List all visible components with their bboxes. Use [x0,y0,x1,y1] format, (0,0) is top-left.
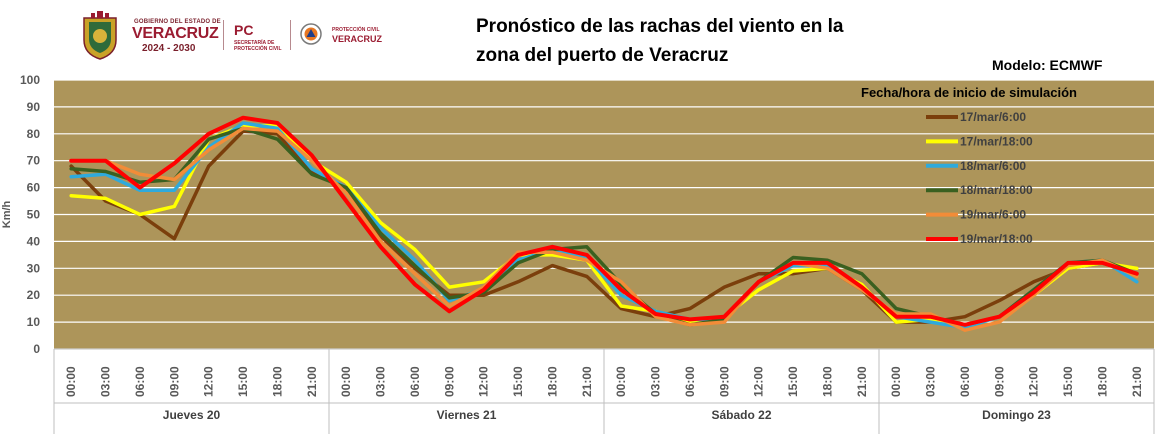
x-tick-label: 15:00 [1061,366,1075,397]
y-tick-label: 60 [27,181,41,195]
logo-divider [290,20,291,50]
y-tick-label: 20 [27,288,41,302]
x-tick-label: 21:00 [1130,366,1144,397]
government-years: 2024 - 2030 [142,43,196,54]
x-tick-label: 03:00 [99,366,113,397]
day-label: Domingo 23 [982,408,1051,422]
pc-logo-text: PC [234,22,254,38]
x-tick-label: 00:00 [889,366,903,397]
x-tick-label: 06:00 [408,366,422,397]
government-label-small: GOBIERNO DEL ESTADO DE [134,19,221,25]
chart-title-line1: Pronóstico de las rachas del viento en l… [476,16,844,37]
x-tick-label: 00:00 [64,366,78,397]
x-tick-label: 21:00 [580,366,594,397]
y-tick-label: 50 [27,208,41,222]
legend-label: 19/mar/18:00 [960,232,1033,246]
x-tick-label: 03:00 [924,366,938,397]
x-tick-label: 21:00 [855,366,869,397]
legend: Fecha/hora de inicio de simulación 17/mar… [861,85,1077,246]
x-tick-label: 18:00 [820,366,834,397]
y-tick-label: 80 [27,127,41,141]
x-tick-label: 09:00 [167,366,181,397]
y-tick-label: 100 [20,73,40,87]
legend-label: 19/mar/6:00 [960,208,1026,222]
legend-label: 17/mar/6:00 [960,110,1026,124]
logo-divider [223,20,224,50]
x-axis: 00:00 03:00 06:00 09:00 12:00 15:00 18:00 21:00… [53,348,1155,434]
day-label: Sábado 22 [711,408,771,422]
civil-protection-label-big: VERACRUZ [332,34,383,44]
x-tick-label: 00:00 [339,366,353,397]
series-lines [69,115,1139,332]
x-tick-label: 09:00 [717,366,731,397]
y-tick-label: 10 [27,315,41,329]
y-tick-label: 70 [27,154,41,168]
pc-logo-subtext: SECRETARÍA DE PROTECCIÓN CIVIL [234,40,282,52]
day-label: Jueves 20 [163,408,221,422]
x-tick-label: 18:00 [545,366,559,397]
day-label: Viernes 21 [437,408,497,422]
y-axis: 0 10 20 30 40 50 60 70 80 90 100 [20,73,40,356]
civil-protection-emblem-icon [300,23,322,45]
x-tick-label: 18:00 [270,366,284,397]
x-tick-label: 00:00 [614,366,628,397]
series-line [69,115,1139,327]
x-tick-label: 21:00 [305,366,319,397]
legend-label: 17/mar/18:00 [960,134,1033,148]
x-tick-label: 06:00 [683,366,697,397]
civil-protection-label-small: PROTECCIÓN CIVIL [332,27,380,33]
x-tick-label: 03:00 [374,366,388,397]
x-tick-label: 12:00 [1027,366,1041,397]
x-tick-label: 06:00 [958,366,972,397]
model-label: Modelo: ECMWF [992,57,1103,73]
x-tick-label: 12:00 [477,366,491,397]
chart-title-line2: zona del puerto de Veracruz [476,45,729,66]
y-tick-label: 30 [27,261,41,275]
x-tick-label: 09:00 [992,366,1006,397]
legend-label: 18/mar/6:00 [960,159,1026,173]
government-label-big: VERACRUZ [132,25,219,42]
y-tick-label: 40 [27,234,41,248]
veracruz-crest-icon [83,11,117,60]
legend-title: Fecha/hora de inicio de simulación [861,85,1077,100]
x-tick-label: 15:00 [511,366,525,397]
x-tick-label: 12:00 [202,366,216,397]
government-logo-block: GOBIERNO DEL ESTADO DE VERACRUZ 2024 - 2… [80,10,390,60]
x-tick-label: 15:00 [236,366,250,397]
legend-label: 18/mar/18:00 [960,183,1033,197]
y-axis-label: Km/h [1,200,13,228]
header: GOBIERNO DEL ESTADO DE VERACRUZ 2024 - 2… [0,0,1159,73]
x-tick-label: 15:00 [786,366,800,397]
chart-title: Pronóstico de las rachas del viento en l… [476,12,896,70]
x-tick-label: 09:00 [442,366,456,397]
x-tick-label: 12:00 [752,366,766,397]
x-tick-label: 03:00 [649,366,663,397]
x-tick-label: 18:00 [1095,366,1109,397]
x-tick-label: 06:00 [133,366,147,397]
y-tick-label: 90 [27,100,41,114]
y-tick-label: 0 [33,342,40,356]
